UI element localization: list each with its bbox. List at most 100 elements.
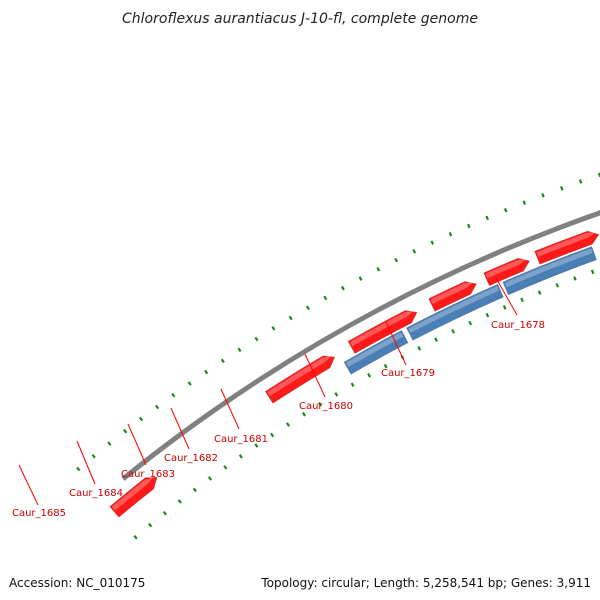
gene-label: Caur_1683 [121, 469, 175, 480]
ruler-ticks [76, 172, 600, 540]
outer-ruler-minor-tick [412, 249, 417, 254]
feature-highlight [349, 310, 415, 347]
feature-highlight [485, 258, 528, 279]
inner-ruler-minor-tick [238, 454, 243, 459]
outer-ruler-minor-tick [394, 257, 399, 263]
outer-ruler-minor-tick [448, 231, 453, 237]
cds-arrow [428, 281, 477, 312]
outer-ruler-minor-tick [187, 381, 192, 386]
outer-ruler-minor-tick [522, 200, 527, 205]
cds-arrow [347, 310, 418, 354]
gene-label-line [170, 407, 190, 450]
outer-ruler-minor-tick [123, 428, 128, 434]
gene-label-line [76, 440, 96, 485]
gene-label: Caur_1680 [299, 401, 353, 412]
feature-highlight [536, 231, 597, 257]
gene-label: Caur_1681 [214, 434, 268, 445]
outer-ruler-minor-tick [340, 285, 345, 291]
inner-ruler-minor-tick [192, 487, 197, 493]
inner-ruler-minor-tick [537, 290, 542, 295]
inner-ruler-minor-tick [318, 402, 323, 407]
outer-ruler-minor-tick [76, 466, 81, 472]
feature-highlight [345, 332, 404, 367]
inner-ruler-minor-tick [451, 329, 455, 334]
gene-label-line [304, 353, 326, 398]
gene-label: Caur_1682 [164, 453, 218, 464]
inner-ruler-minor-tick [270, 432, 275, 438]
outer-ruler-minor-tick [220, 358, 225, 364]
feature-highlight [267, 355, 332, 397]
inner-ruler-minor-tick [334, 392, 339, 397]
inner-ruler-minor-tick [417, 346, 422, 351]
outer-ruler-minor-tick [305, 305, 310, 311]
outer-ruler-minor-tick [204, 369, 209, 375]
feature-highlight [408, 286, 500, 333]
accession-text: Accession: NC_010175 [9, 576, 145, 590]
inner-ruler-minor-tick [223, 465, 228, 470]
gene-label: Caur_1679 [381, 368, 435, 379]
feature-highlight [504, 248, 593, 288]
inner-ruler-minor-tick [555, 283, 560, 288]
outer-ruler-minor-tick [237, 347, 242, 353]
gene-label: Caur_1678 [491, 320, 545, 331]
cds-arrow [534, 230, 600, 265]
map-title: Chloroflexus aurantiacus J-10-fl, comple… [122, 11, 478, 27]
gene-label-line [127, 423, 147, 466]
outer-ruler-minor-tick [323, 295, 328, 301]
inner-ruler-minor-tick [177, 499, 182, 504]
inner-ruler-minor-tick [301, 412, 306, 417]
outer-ruler-minor-tick [171, 392, 176, 398]
gene-label-line [385, 321, 407, 366]
inner-ruler-minor-tick [573, 276, 577, 281]
gene-bar [405, 283, 504, 341]
outer-ruler-minor-tick [254, 336, 259, 342]
outer-ruler-minor-tick [91, 454, 96, 459]
outer-ruler-minor-tick [578, 179, 583, 184]
inner-ruler-minor-tick [367, 373, 372, 378]
outer-ruler-minor-tick [155, 404, 160, 410]
outer-ruler-minor-tick [503, 207, 508, 213]
cds-arrow [109, 476, 158, 518]
gene-label-line [18, 464, 39, 506]
inner-ruler-minor-tick [254, 443, 259, 448]
gene-labels: Caur_1678 Caur_1679 Caur_1680 Caur_1681 Caur… [12, 320, 545, 519]
feature-highlight [111, 475, 155, 511]
gene-label: Caur_1685 [12, 508, 66, 519]
inner-ruler-minor-tick [468, 320, 473, 326]
gene-bar [343, 329, 409, 375]
outer-ruler-minor-tick [485, 215, 490, 221]
gene-label-line [220, 388, 240, 430]
outer-ruler-minor-tick [288, 315, 293, 321]
inner-ruler-minor-tick [485, 312, 490, 318]
inner-ruler-minor-tick [162, 510, 167, 516]
outer-ruler-minor-tick [138, 416, 144, 422]
gene-bar [502, 246, 597, 296]
inner-ruler-minor-tick [383, 363, 388, 369]
gene-label-line [495, 277, 518, 316]
inner-ruler-minor-tick [502, 305, 507, 310]
gene-label: Caur_1684 [69, 488, 123, 499]
outer-ruler-minor-tick [358, 276, 363, 281]
feature-tracks [109, 230, 600, 518]
gene-label-lines [18, 277, 518, 506]
cds-arrow [264, 355, 336, 404]
genome-summary-text: Topology: circular; Length: 5,258,541 bp… [260, 576, 591, 590]
inner-ruler-minor-tick [434, 337, 438, 342]
outer-ruler-minor-tick [560, 186, 564, 191]
outer-ruler-minor-tick [271, 326, 276, 331]
feature-highlight [430, 281, 474, 304]
inner-ruler-minor-tick [285, 422, 291, 427]
outer-ruler-minor-tick [376, 266, 381, 272]
inner-ruler-minor-tick [350, 382, 355, 388]
inner-ruler-minor-tick [590, 269, 595, 275]
inner-ruler-minor-tick [133, 535, 138, 540]
outer-ruler-minor-tick [541, 193, 545, 198]
outer-ruler-minor-tick [107, 441, 112, 446]
inner-ruler-minor-tick [520, 297, 524, 303]
inner-ruler-minor-tick [148, 522, 153, 528]
cds-arrow [483, 257, 531, 287]
inner-ruler-minor-tick [207, 476, 213, 481]
outer-ruler-minor-tick [430, 240, 435, 245]
genome-backbone [121, 210, 600, 481]
